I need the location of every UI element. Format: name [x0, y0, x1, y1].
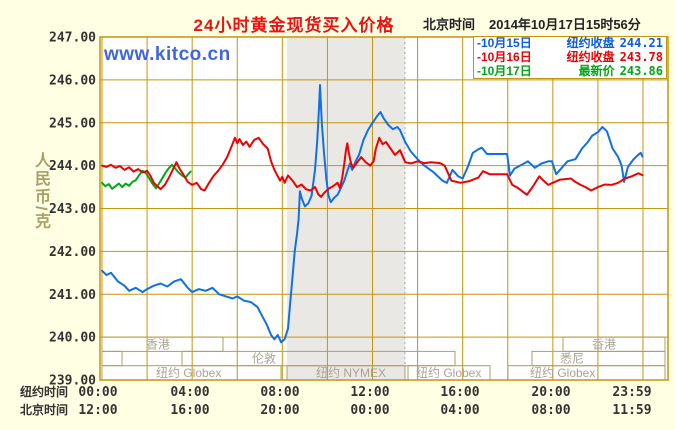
x-axis-tick: 08:00	[260, 385, 299, 400]
clock-value: 2014年10月17日15时56分	[489, 17, 641, 32]
session-box	[101, 336, 224, 352]
x-axis-tick: 16:00	[170, 403, 209, 418]
legend-date: -10月16日	[477, 49, 532, 64]
session-label: 纽约 Globex	[530, 365, 595, 380]
x-axis-tick: 23:59	[612, 385, 651, 400]
legend-item-oct17: -10月17日 最新价 243.86	[477, 63, 663, 78]
kitco-watermark: www.kitco.cn	[104, 44, 231, 65]
legend-value: 243.78	[619, 49, 663, 64]
y-axis-unit-label: 人民币/克	[32, 152, 49, 231]
session-label: 纽约 Globex	[156, 365, 221, 380]
x-axis-tick: 12:00	[78, 403, 117, 418]
y-axis-tick: 246.00	[49, 73, 96, 88]
legend-date: -10月15日	[477, 36, 532, 51]
x-axis-tick: 12:00	[350, 385, 389, 400]
y-axis-tick: 241.00	[49, 288, 96, 303]
x-axis-tick: 00:00	[78, 385, 117, 400]
y-axis-tick: 247.00	[49, 31, 96, 46]
clock-label: 北京时间	[423, 17, 476, 32]
legend-type: 最新价	[578, 63, 615, 78]
x-axis-row-label: 纽约时间	[20, 384, 68, 399]
beijing-clock: 北京时间 2014年10月17日15时56分	[423, 14, 641, 33]
legend-box: -10月15日 纽约收盘 244.21 -10月16日 纽约收盘 243.78 …	[473, 36, 667, 79]
x-axis-tick: 20:00	[531, 385, 570, 400]
series-line-1	[101, 163, 192, 190]
legend-date: -10月17日	[477, 63, 532, 78]
x-axis-tick: 16:00	[440, 385, 479, 400]
session-label: 纽约 Globex	[416, 365, 481, 380]
legend-value: 244.21	[619, 36, 663, 51]
session-label: 悉尼	[560, 352, 584, 366]
session-label: 香港	[146, 337, 170, 351]
legend-item-oct16: -10月16日 纽约收盘 243.78	[477, 49, 663, 64]
session-label: 纽约 NYMEX	[316, 365, 386, 380]
y-axis-tick: 243.00	[49, 202, 96, 217]
legend-type: 纽约收盘	[566, 49, 615, 64]
plot-border	[99, 36, 669, 381]
chart-header: 24小时黄金现货买入价格 北京时间 2014年10月17日15时56分	[0, 9, 675, 35]
y-axis-tick: 240.00	[49, 331, 96, 346]
x-axis-tick: 00:00	[350, 403, 389, 418]
y-axis-tick: 245.00	[49, 116, 96, 131]
x-axis-tick: 04:00	[440, 403, 479, 418]
legend-value: 243.86	[619, 63, 663, 78]
session-label: 伦敦	[252, 351, 276, 366]
x-axis-tick: 20:00	[260, 403, 299, 418]
x-axis-tick: 04:00	[170, 385, 209, 400]
y-axis-tick: 244.00	[49, 159, 96, 174]
page-title: 24小时黄金现货买入价格	[193, 16, 395, 35]
y-axis-tick: 242.00	[49, 245, 96, 260]
x-axis-tick: 08:00	[531, 403, 570, 418]
legend-type: 纽约收盘	[566, 36, 615, 51]
x-axis-row-label: 北京时间	[20, 402, 68, 417]
y-axis-tick: 239.00	[49, 374, 96, 389]
session-label: 香港	[592, 337, 616, 351]
series-line-2	[101, 136, 644, 198]
legend-item-oct15: -10月15日 纽约收盘 244.21	[477, 37, 663, 50]
series-line-0	[101, 84, 644, 344]
x-axis-tick: 11:59	[612, 403, 651, 418]
